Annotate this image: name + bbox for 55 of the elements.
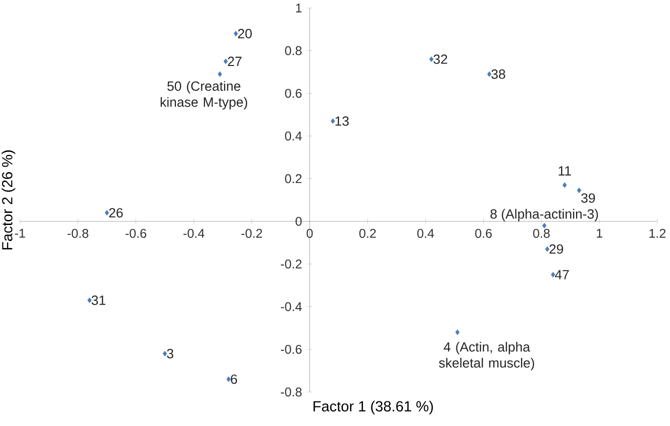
x-tick-label: -0.2 (241, 228, 262, 238)
point (550, 272, 556, 278)
y-tick-label: 0.2 (285, 174, 302, 184)
annotation: 32 (433, 54, 448, 64)
x-tick-label: -0.4 (183, 228, 204, 238)
x-tick-label: 0 (306, 228, 313, 238)
x-tick-label: 0.8 (533, 228, 550, 238)
x-tick-label: 1.2 (649, 228, 666, 238)
y-tick-label: 0.8 (285, 46, 302, 56)
point (87, 298, 92, 303)
point (542, 222, 546, 228)
x-tick-label: -1 (14, 228, 26, 238)
annotation: 20 (238, 28, 252, 38)
annotation: 47 (554, 270, 569, 280)
annotation: 8 (Alpha-actinin-3) (490, 208, 598, 222)
y-tick-label: 0.4 (285, 132, 302, 140)
point (330, 118, 335, 124)
x-tick-label: -0.6 (126, 228, 146, 238)
annotation: 50 (Creatine kinase M-type) (160, 81, 248, 110)
point (562, 182, 567, 188)
x-tick-label: -0.8 (68, 228, 88, 238)
point (545, 246, 550, 252)
annotation: 13 (336, 116, 349, 126)
annotation: 26 (109, 208, 123, 218)
point (234, 30, 238, 36)
x-tick-label: 0.4 (417, 228, 434, 238)
point (429, 56, 434, 62)
x-axis-title: Factor 1 (38.61 %) (314, 400, 433, 414)
annotation: 29 (550, 244, 564, 254)
annotation: 39 (581, 193, 595, 203)
point (224, 58, 228, 64)
point (455, 330, 460, 335)
x-tick-label: 1 (596, 228, 602, 238)
point (577, 188, 582, 194)
point (162, 350, 167, 356)
point (487, 71, 492, 77)
annotation: 31 (92, 296, 106, 305)
point (218, 71, 222, 77)
x-tick-label: 0.6 (475, 228, 492, 238)
y-tick-label: -0.4 (280, 302, 302, 312)
annotation: 6 (230, 374, 238, 384)
y-tick-label: -0.8 (280, 388, 302, 396)
y-tick-label: 0 (296, 216, 302, 226)
annotation: 11 (558, 166, 571, 176)
y-tick-label: 1 (296, 4, 302, 12)
y-tick-label: -0.6 (280, 344, 302, 354)
x-tick-label: 0.2 (359, 228, 376, 238)
annotation: 27 (228, 56, 242, 66)
point (104, 210, 109, 216)
y-axis-title: Factor 2 (26 %) (2, 150, 16, 250)
annotation: 3 (166, 348, 174, 358)
y-tick-label: 0.6 (285, 88, 302, 98)
annotation: 4 (Actin, alpha skeletal muscle) (438, 342, 534, 370)
annotation: 38 (491, 69, 506, 79)
y-tick-label: -0.2 (280, 260, 302, 268)
